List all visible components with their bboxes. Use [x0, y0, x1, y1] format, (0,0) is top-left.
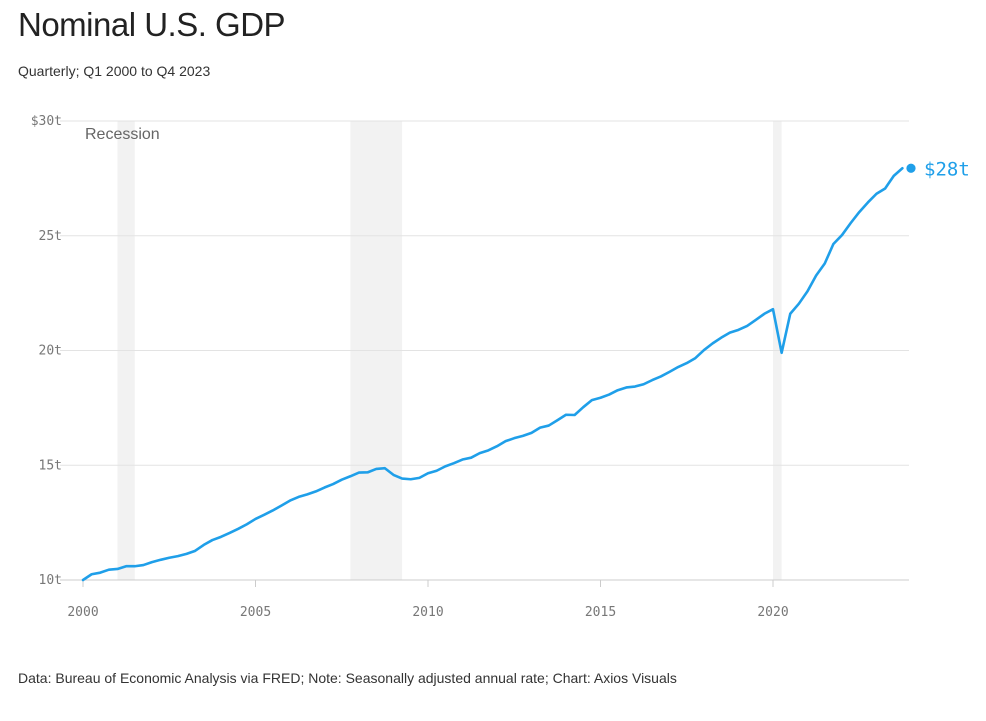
chart-title: Nominal U.S. GDP [18, 6, 286, 43]
gdp-series-line [81, 166, 904, 582]
x-tick-label: 2000 [67, 605, 98, 620]
y-tick-label: 25t [39, 229, 62, 244]
gridlines [60, 120, 909, 587]
x-tick-label: 2005 [240, 605, 271, 620]
y-tick-label: 20t [39, 344, 62, 359]
gdp-line-chart: 10t 15t 20t 25t $30t 2000 2005 2010 2015 2020 Rec… [31, 114, 970, 620]
y-tick-label: $30t [31, 114, 62, 129]
chart-subtitle: Quarterly; Q1 2000 to Q4 2023 [18, 63, 211, 79]
x-tick-label: 2015 [585, 605, 616, 620]
x-tick-label: 2010 [412, 605, 443, 620]
x-tick-label: 2020 [757, 605, 788, 620]
recession-label: Recession [85, 126, 160, 143]
y-tick-label: 10t [39, 573, 62, 588]
end-point-marker [906, 163, 916, 173]
y-tick-label: 15t [39, 458, 62, 473]
tick-labels: 10t 15t 20t 25t $30t 2000 2005 2010 2015 2020 [31, 114, 789, 620]
end-value-label: $28t [924, 158, 970, 180]
source-note: Data: Bureau of Economic Analysis via FR… [18, 670, 677, 686]
